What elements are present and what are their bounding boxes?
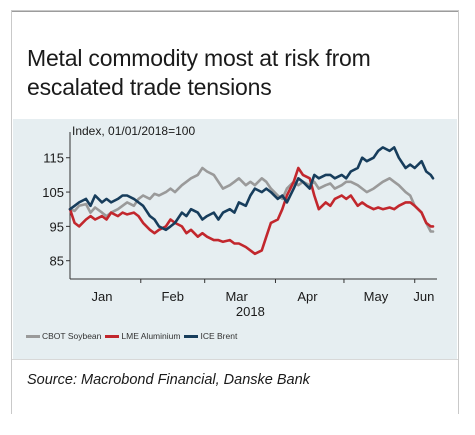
- line-chart: Index, 01/01/2018=100 85 95 105 115 Jan Feb Mar…: [42, 124, 437, 319]
- x-tick-label-may: May: [364, 289, 389, 304]
- legend-item-ice-brent: ICE Brent: [184, 331, 237, 341]
- legend-swatch-lme-aluminium: [105, 334, 120, 338]
- series-line-cbot-soybean: [68, 166, 435, 233]
- x-tick-label-jan: Jan: [91, 289, 112, 304]
- x-axis-label: 2018: [236, 304, 265, 319]
- x-tick-label-mar: Mar: [225, 289, 248, 304]
- legend-label-lme-aluminium: LME Aluminium: [121, 331, 181, 341]
- x-tick-label-feb: Feb: [162, 289, 184, 304]
- x-tick-label-apr: Apr: [297, 289, 318, 304]
- series-line-ice-brent: [68, 146, 435, 232]
- y-tick-label-115: 115: [43, 151, 64, 166]
- legend-swatch-ice-brent: [184, 334, 199, 338]
- y-tick-label-105: 105: [42, 185, 64, 200]
- y-tick-label-95: 95: [50, 219, 64, 234]
- axis-note: Index, 01/01/2018=100: [72, 124, 195, 138]
- plot-background: Index, 01/01/2018=100 85 95 105 115 Jan Feb Mar…: [13, 119, 457, 359]
- legend-label-ice-brent: ICE Brent: [200, 331, 238, 341]
- chart-title-line-2: escalated trade tensions: [27, 74, 272, 100]
- legend-label-cbot-soybean: CBOT Soybean: [42, 331, 102, 341]
- y-tick-label-85: 85: [50, 254, 64, 269]
- source-band: [12, 359, 458, 414]
- x-tick-label-jun: Jun: [413, 289, 434, 304]
- chart-title: Metal commodity most at risk from escala…: [27, 44, 447, 102]
- chart-title-line-1: Metal commodity most at risk from: [27, 45, 371, 71]
- series-line-lme-aluminium: [68, 166, 435, 256]
- chart-legend: CBOT Soybean LME Aluminium ICE Brent: [26, 331, 241, 341]
- legend-item-lme-aluminium: LME Aluminium: [105, 331, 180, 341]
- legend-item-cbot-soybean: CBOT Soybean: [26, 331, 101, 341]
- source-note: Source: Macrobond Financial, Danske Bank: [27, 372, 310, 388]
- top-rule: [12, 11, 458, 12]
- legend-swatch-cbot-soybean: [26, 334, 40, 338]
